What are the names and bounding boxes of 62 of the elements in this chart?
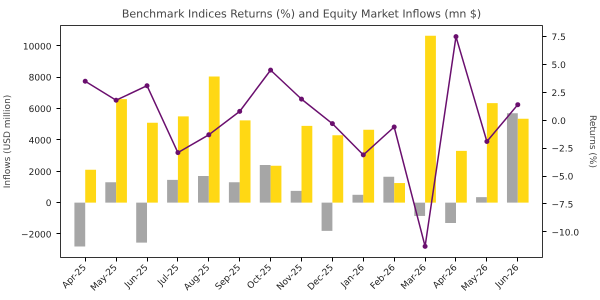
bar [425,36,436,203]
y-tick-label: 6000 [28,105,52,116]
bar [352,194,364,203]
point [515,102,520,108]
bar [228,182,240,203]
bar [456,150,467,203]
y2-tick-label: −2.5 [552,144,574,155]
bar [506,113,518,203]
bar [322,202,332,231]
point [360,152,366,158]
y2-tick-label: −7.5 [552,200,574,210]
bar [147,122,158,203]
bar [486,103,498,203]
point [175,150,180,156]
bar [476,197,487,203]
y2-tick-label: 7.5 [552,33,566,44]
point [268,68,274,73]
point [299,96,304,102]
bar [363,130,374,203]
y-axis-title: Inflows (USD million) [3,94,14,188]
bar [178,116,189,203]
point [453,34,458,40]
point [330,121,335,126]
y-tick-label: 8000 [28,74,52,84]
point [144,83,150,88]
y-tick-label: 0 [46,199,52,210]
y-tick-label: 2000 [28,168,52,178]
bar [260,165,271,203]
bar [240,120,251,203]
bar [270,166,282,203]
bar [198,176,209,203]
bar [74,202,86,247]
bar [136,202,148,243]
bar [116,99,127,203]
point [82,78,88,84]
y2-tick-label: −5.0 [552,172,574,183]
y2-tick-label: 0.0 [552,116,566,127]
bar [290,190,302,203]
y2-tick-label: 2.5 [552,88,566,99]
y-tick-label: −2000 [21,230,52,240]
point [206,132,212,138]
point [422,244,428,249]
point [237,108,242,114]
bar [208,76,220,203]
y2-tick-label: 5.0 [552,61,566,72]
bar [383,176,394,203]
bar [302,126,312,203]
bar [167,180,178,203]
y-tick-label: 4000 [28,136,52,146]
point [114,98,119,103]
y-tick-label: 10000 [22,42,52,52]
chart-title: Benchmark Indices Returns (%) and Equity Market Inflows (mn $) [122,8,482,20]
point [392,124,397,130]
point [484,139,490,144]
y2-axis-title: Returns (%) [587,115,598,168]
y2-tick-label: −10.0 [552,228,580,238]
bar [85,170,96,203]
bar [394,183,406,203]
bar [518,118,529,203]
bar [105,182,116,203]
bar [332,135,344,203]
bar [445,202,456,224]
